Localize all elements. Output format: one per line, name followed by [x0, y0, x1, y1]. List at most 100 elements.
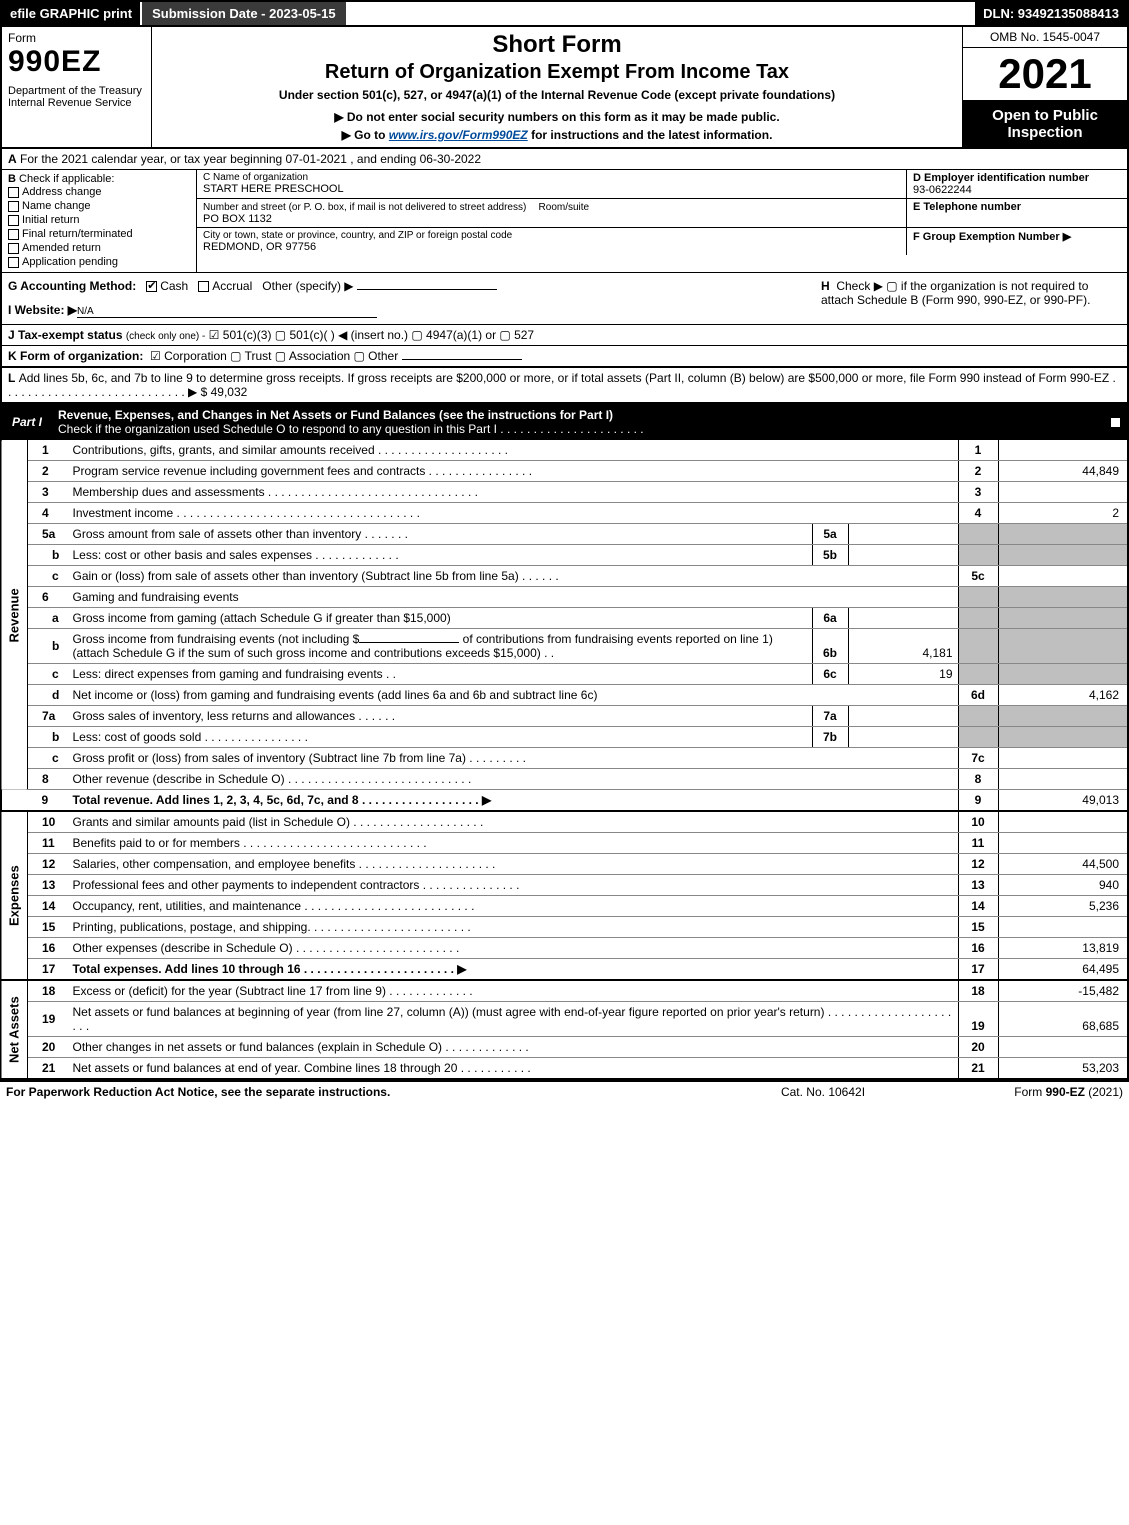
efile-print-label[interactable]: efile GRAPHIC print [2, 2, 140, 25]
catalog-number: Cat. No. 10642I [723, 1085, 923, 1099]
dln-label: DLN: 93492135088413 [975, 2, 1127, 25]
line-13-value: 940 [998, 875, 1128, 896]
col-c-d: C Name of organization START HERE PRESCH… [197, 170, 1127, 272]
line-21-desc: Net assets or fund balances at end of ye… [68, 1058, 959, 1080]
form-id-footer: Form 990-EZ (2021) [923, 1085, 1123, 1099]
form-number: 990EZ [8, 45, 145, 79]
line-7a-desc: Gross sales of inventory, less returns a… [68, 706, 813, 727]
chk-application-pending[interactable]: Application pending [8, 255, 190, 269]
top-bar: efile GRAPHIC print Submission Date - 20… [0, 0, 1129, 27]
line-16-desc: Other expenses (describe in Schedule O) … [68, 938, 959, 959]
line-7a-value [848, 706, 958, 727]
address-cell: Number and street (or P. O. box, if mail… [197, 199, 907, 227]
row-h: H Check ▶ ▢ if the organization is not r… [821, 279, 1121, 318]
line-1-value [998, 440, 1128, 461]
col-b: B Check if applicable: Address change Na… [2, 170, 197, 272]
line-6a-value [848, 608, 958, 629]
lines-table: Revenue 1 Contributions, gifts, grants, … [0, 440, 1129, 1080]
line-7b-value [848, 727, 958, 748]
org-name-cell: C Name of organization START HERE PRESCH… [197, 170, 907, 198]
ssn-notice: ▶ Do not enter social security numbers o… [156, 110, 958, 124]
line-6c-desc: Less: direct expenses from gaming and fu… [68, 664, 813, 685]
line-2-desc: Program service revenue including govern… [68, 461, 959, 482]
line-5c-value [998, 566, 1128, 587]
line-3-desc: Membership dues and assessments . . . . … [68, 482, 959, 503]
public-inspection: Open to Public Inspection [963, 101, 1127, 147]
paperwork-notice: For Paperwork Reduction Act Notice, see … [6, 1085, 723, 1099]
line-14-desc: Occupancy, rent, utilities, and maintena… [68, 896, 959, 917]
chk-cash[interactable] [146, 281, 157, 292]
website-label: I Website: ▶ [8, 303, 77, 317]
part-1-header: Part I Revenue, Expenses, and Changes in… [0, 404, 1129, 440]
line-2-value: 44,849 [998, 461, 1128, 482]
line-4-value: 2 [998, 503, 1128, 524]
side-expenses: Expenses [1, 811, 28, 980]
section-b-c-d: B Check if applicable: Address change Na… [0, 170, 1129, 273]
line-7c-value [998, 748, 1128, 769]
row-j: J Tax-exempt status (check only one) - ☑… [0, 325, 1129, 346]
group-exemption-cell: F Group Exemption Number ▶ [907, 228, 1127, 255]
line-6d-desc: Net income or (loss) from gaming and fun… [68, 685, 959, 706]
line-8-value [998, 769, 1128, 790]
line-5b-value [848, 545, 958, 566]
chk-final-return[interactable]: Final return/terminated [8, 227, 190, 241]
gross-receipts-value: 49,032 [211, 385, 248, 399]
line-14-value: 5,236 [998, 896, 1128, 917]
row-a: A For the 2021 calendar year, or tax yea… [0, 149, 1129, 170]
line-6-desc: Gaming and fundraising events [68, 587, 959, 608]
line-6d-value: 4,162 [998, 685, 1128, 706]
line-18-desc: Excess or (deficit) for the year (Subtra… [68, 980, 959, 1002]
row-l: L Add lines 5b, 6c, and 7b to line 9 to … [0, 368, 1129, 404]
row-g-h: G Accounting Method: Cash Accrual Other … [0, 273, 1129, 325]
website-value: N/A [77, 306, 94, 317]
chk-amended-return[interactable]: Amended return [8, 241, 190, 255]
line-6b-value: 4,181 [848, 629, 958, 664]
form-word: Form [8, 31, 145, 45]
form-id-block: Form 990EZ Department of the Treasury In… [2, 27, 152, 147]
line-6b-desc: Gross income from fundraising events (no… [68, 629, 813, 664]
line-1-desc: Contributions, gifts, grants, and simila… [68, 440, 959, 461]
line-9-desc: Total revenue. Add lines 1, 2, 3, 4, 5c,… [68, 790, 959, 812]
row-k: K Form of organization: ☑ Corporation ▢ … [0, 346, 1129, 368]
tax-year: 2021 [963, 48, 1127, 101]
form-subtitle: Under section 501(c), 527, or 4947(a)(1)… [156, 88, 958, 102]
irs-link[interactable]: www.irs.gov/Form990EZ [389, 128, 528, 142]
side-net-assets: Net Assets [1, 980, 28, 1079]
ein-cell: D Employer identification number 93-0622… [907, 170, 1127, 198]
instructions-link-line: ▶ Go to www.irs.gov/Form990EZ for instru… [156, 128, 958, 142]
line-6c-value: 19 [848, 664, 958, 685]
line-20-desc: Other changes in net assets or fund bala… [68, 1037, 959, 1058]
telephone-cell: E Telephone number [907, 199, 1127, 227]
line-17-desc: Total expenses. Add lines 10 through 16 … [68, 959, 959, 981]
form-title-1: Short Form [156, 31, 958, 59]
line-4-desc: Investment income . . . . . . . . . . . … [68, 503, 959, 524]
chk-name-change[interactable]: Name change [8, 199, 190, 213]
line-5a-value [848, 524, 958, 545]
line-11-desc: Benefits paid to or for members . . . . … [68, 833, 959, 854]
form-title-2: Return of Organization Exempt From Incom… [156, 61, 958, 84]
line-16-value: 13,819 [998, 938, 1128, 959]
form-header: Form 990EZ Department of the Treasury In… [0, 27, 1129, 149]
chk-accrual[interactable] [198, 281, 209, 292]
line-5b-desc: Less: cost or other basis and sales expe… [68, 545, 813, 566]
line-7c-desc: Gross profit or (loss) from sales of inv… [68, 748, 959, 769]
line-3-value [998, 482, 1128, 503]
line-6a-desc: Gross income from gaming (attach Schedul… [68, 608, 813, 629]
omb-number: OMB No. 1545-0047 [963, 27, 1127, 48]
page-footer: For Paperwork Reduction Act Notice, see … [0, 1080, 1129, 1102]
side-revenue: Revenue [1, 440, 28, 790]
line-19-value: 68,685 [998, 1002, 1128, 1037]
line-10-desc: Grants and similar amounts paid (list in… [68, 811, 959, 833]
line-18-value: -15,482 [998, 980, 1128, 1002]
line-7b-desc: Less: cost of goods sold . . . . . . . .… [68, 727, 813, 748]
line-12-desc: Salaries, other compensation, and employ… [68, 854, 959, 875]
chk-schedule-o[interactable] [1110, 417, 1121, 428]
submission-date: Submission Date - 2023-05-15 [140, 2, 346, 25]
line-5a-desc: Gross amount from sale of assets other t… [68, 524, 813, 545]
line-9-value: 49,013 [998, 790, 1128, 812]
line-12-value: 44,500 [998, 854, 1128, 875]
line-13-desc: Professional fees and other payments to … [68, 875, 959, 896]
chk-initial-return[interactable]: Initial return [8, 213, 190, 227]
line-20-value [998, 1037, 1128, 1058]
chk-address-change[interactable]: Address change [8, 185, 190, 199]
